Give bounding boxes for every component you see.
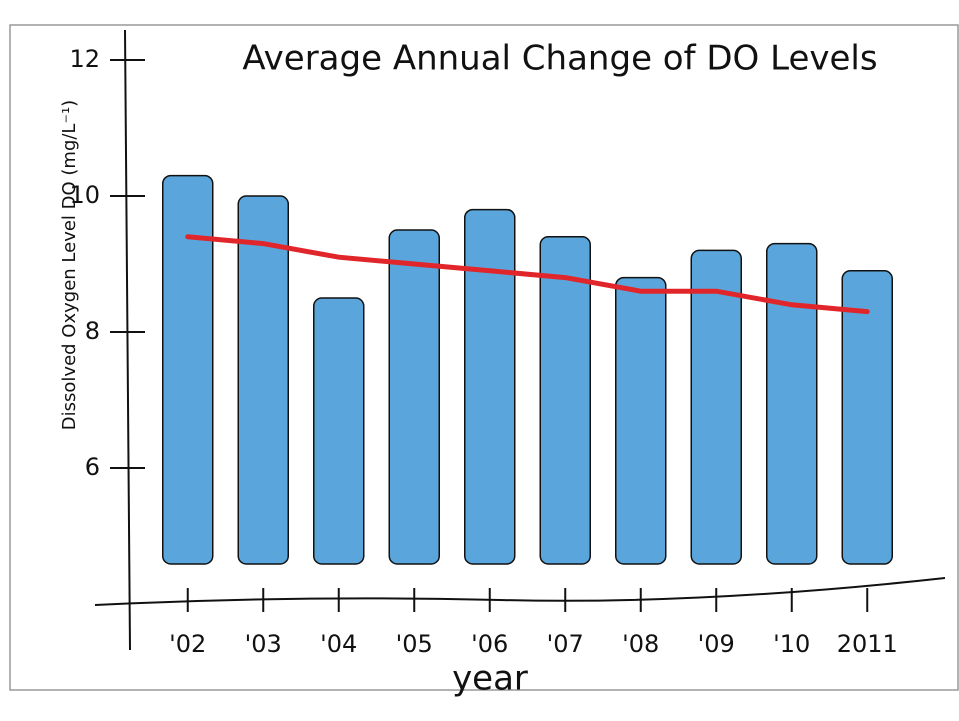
bar bbox=[388, 229, 440, 565]
x-axis bbox=[94, 577, 946, 606]
trend-line bbox=[185, 234, 870, 315]
y-tick-label: 10 bbox=[69, 181, 100, 209]
x-tick-label: '08 bbox=[622, 630, 659, 658]
bar bbox=[162, 174, 214, 565]
x-tick-label: 2011 bbox=[837, 630, 898, 658]
x-tick-label: '10 bbox=[773, 630, 810, 658]
frame bbox=[9, 24, 959, 691]
x-tick-label: '09 bbox=[698, 630, 735, 658]
bar bbox=[615, 276, 667, 565]
x-tick-label: '02 bbox=[169, 630, 206, 658]
y-tick-label: 8 bbox=[85, 317, 100, 345]
y-axis-label: Dissolved Oxygen Level DO (mg/L⁻¹) bbox=[59, 100, 80, 430]
bar bbox=[313, 297, 365, 565]
bar bbox=[690, 249, 742, 565]
chart-title: Average Annual Change of DO Levels bbox=[242, 39, 877, 79]
bar bbox=[841, 270, 893, 565]
y-tick-label: 12 bbox=[69, 45, 100, 73]
bar bbox=[539, 236, 591, 565]
x-tick-label: '03 bbox=[245, 630, 282, 658]
bar bbox=[237, 195, 289, 565]
x-axis-label: year bbox=[452, 659, 528, 699]
x-tick-label: '04 bbox=[320, 630, 357, 658]
x-tick-label: '06 bbox=[471, 630, 508, 658]
bar bbox=[766, 242, 818, 565]
x-tick-label: '07 bbox=[547, 630, 584, 658]
y-tick-label: 6 bbox=[85, 453, 100, 481]
x-tick-label: '05 bbox=[396, 630, 433, 658]
y-axis bbox=[124, 29, 131, 651]
bar bbox=[464, 208, 516, 565]
